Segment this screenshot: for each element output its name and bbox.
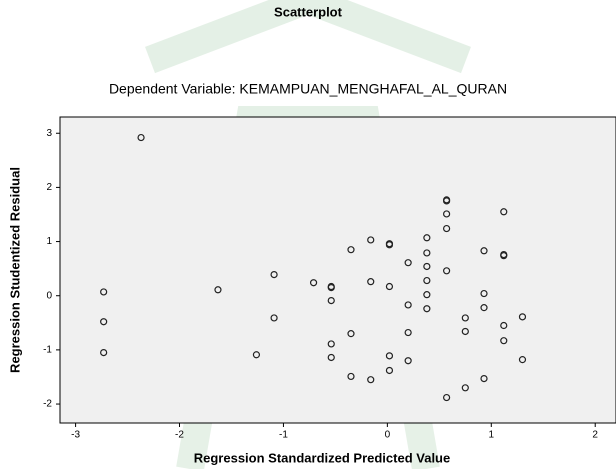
- point: [347, 330, 355, 338]
- point: [480, 289, 488, 298]
- point: [443, 210, 451, 218]
- point: [480, 304, 488, 312]
- point: [423, 262, 431, 271]
- point: [327, 297, 335, 305]
- point: [137, 133, 145, 142]
- point: [100, 348, 108, 357]
- point: [500, 321, 508, 330]
- point: [443, 197, 451, 205]
- point: [518, 313, 527, 321]
- point: [500, 337, 508, 345]
- point: [347, 246, 355, 254]
- x-tick-label: -3: [71, 430, 80, 441]
- y-axis-title: Regression Studentized Residual: [7, 167, 22, 373]
- point: [423, 234, 431, 242]
- x-tick-label: 2: [592, 430, 598, 441]
- chart-title: Scatterplot: [274, 4, 343, 19]
- point: [367, 278, 375, 286]
- x-tick-label: 1: [489, 430, 495, 441]
- plot-area: [59, 116, 616, 424]
- point: [404, 301, 412, 309]
- point: [385, 366, 394, 375]
- point: [423, 249, 431, 257]
- y-tick-label: -2: [43, 399, 52, 410]
- point: [367, 376, 375, 384]
- point: [327, 340, 335, 348]
- point: [270, 271, 278, 279]
- point: [480, 374, 488, 383]
- point: [385, 241, 394, 249]
- point: [309, 279, 318, 287]
- point: [461, 384, 469, 392]
- x-tick-label: -1: [279, 430, 288, 441]
- point: [385, 282, 394, 291]
- point: [347, 372, 355, 381]
- point: [500, 208, 508, 216]
- point: [385, 352, 394, 360]
- point: [423, 305, 431, 313]
- point: [367, 236, 375, 244]
- point: [404, 357, 412, 365]
- point: [270, 314, 278, 322]
- x-axis-title: Regression Standardized Predicted Value: [194, 450, 450, 465]
- point: [214, 286, 222, 294]
- point: [500, 252, 508, 260]
- point: [252, 351, 261, 359]
- point: [443, 267, 451, 275]
- point: [100, 318, 108, 326]
- chart-subtitle: Dependent Variable: KEMAMPUAN_MENGHAFAL_…: [109, 81, 507, 97]
- point: [404, 328, 412, 337]
- point: [518, 356, 527, 364]
- y-tick-label: 0: [46, 290, 52, 301]
- y-tick-label: 1: [46, 236, 52, 247]
- point: [423, 291, 431, 299]
- point: [327, 353, 335, 362]
- point: [327, 284, 335, 292]
- y-tick-label: 3: [46, 128, 52, 139]
- point: [461, 314, 469, 322]
- point: [461, 327, 469, 336]
- point: [443, 224, 451, 233]
- x-tick-label: 0: [385, 430, 391, 441]
- watermark-shape: [145, 0, 471, 74]
- point: [404, 259, 412, 267]
- point: [100, 288, 108, 296]
- point: [480, 247, 488, 255]
- y-tick-label: -1: [43, 345, 52, 356]
- point: [443, 393, 451, 402]
- x-tick-label: -2: [175, 430, 184, 441]
- y-tick-label: 2: [46, 182, 52, 193]
- point: [423, 276, 431, 285]
